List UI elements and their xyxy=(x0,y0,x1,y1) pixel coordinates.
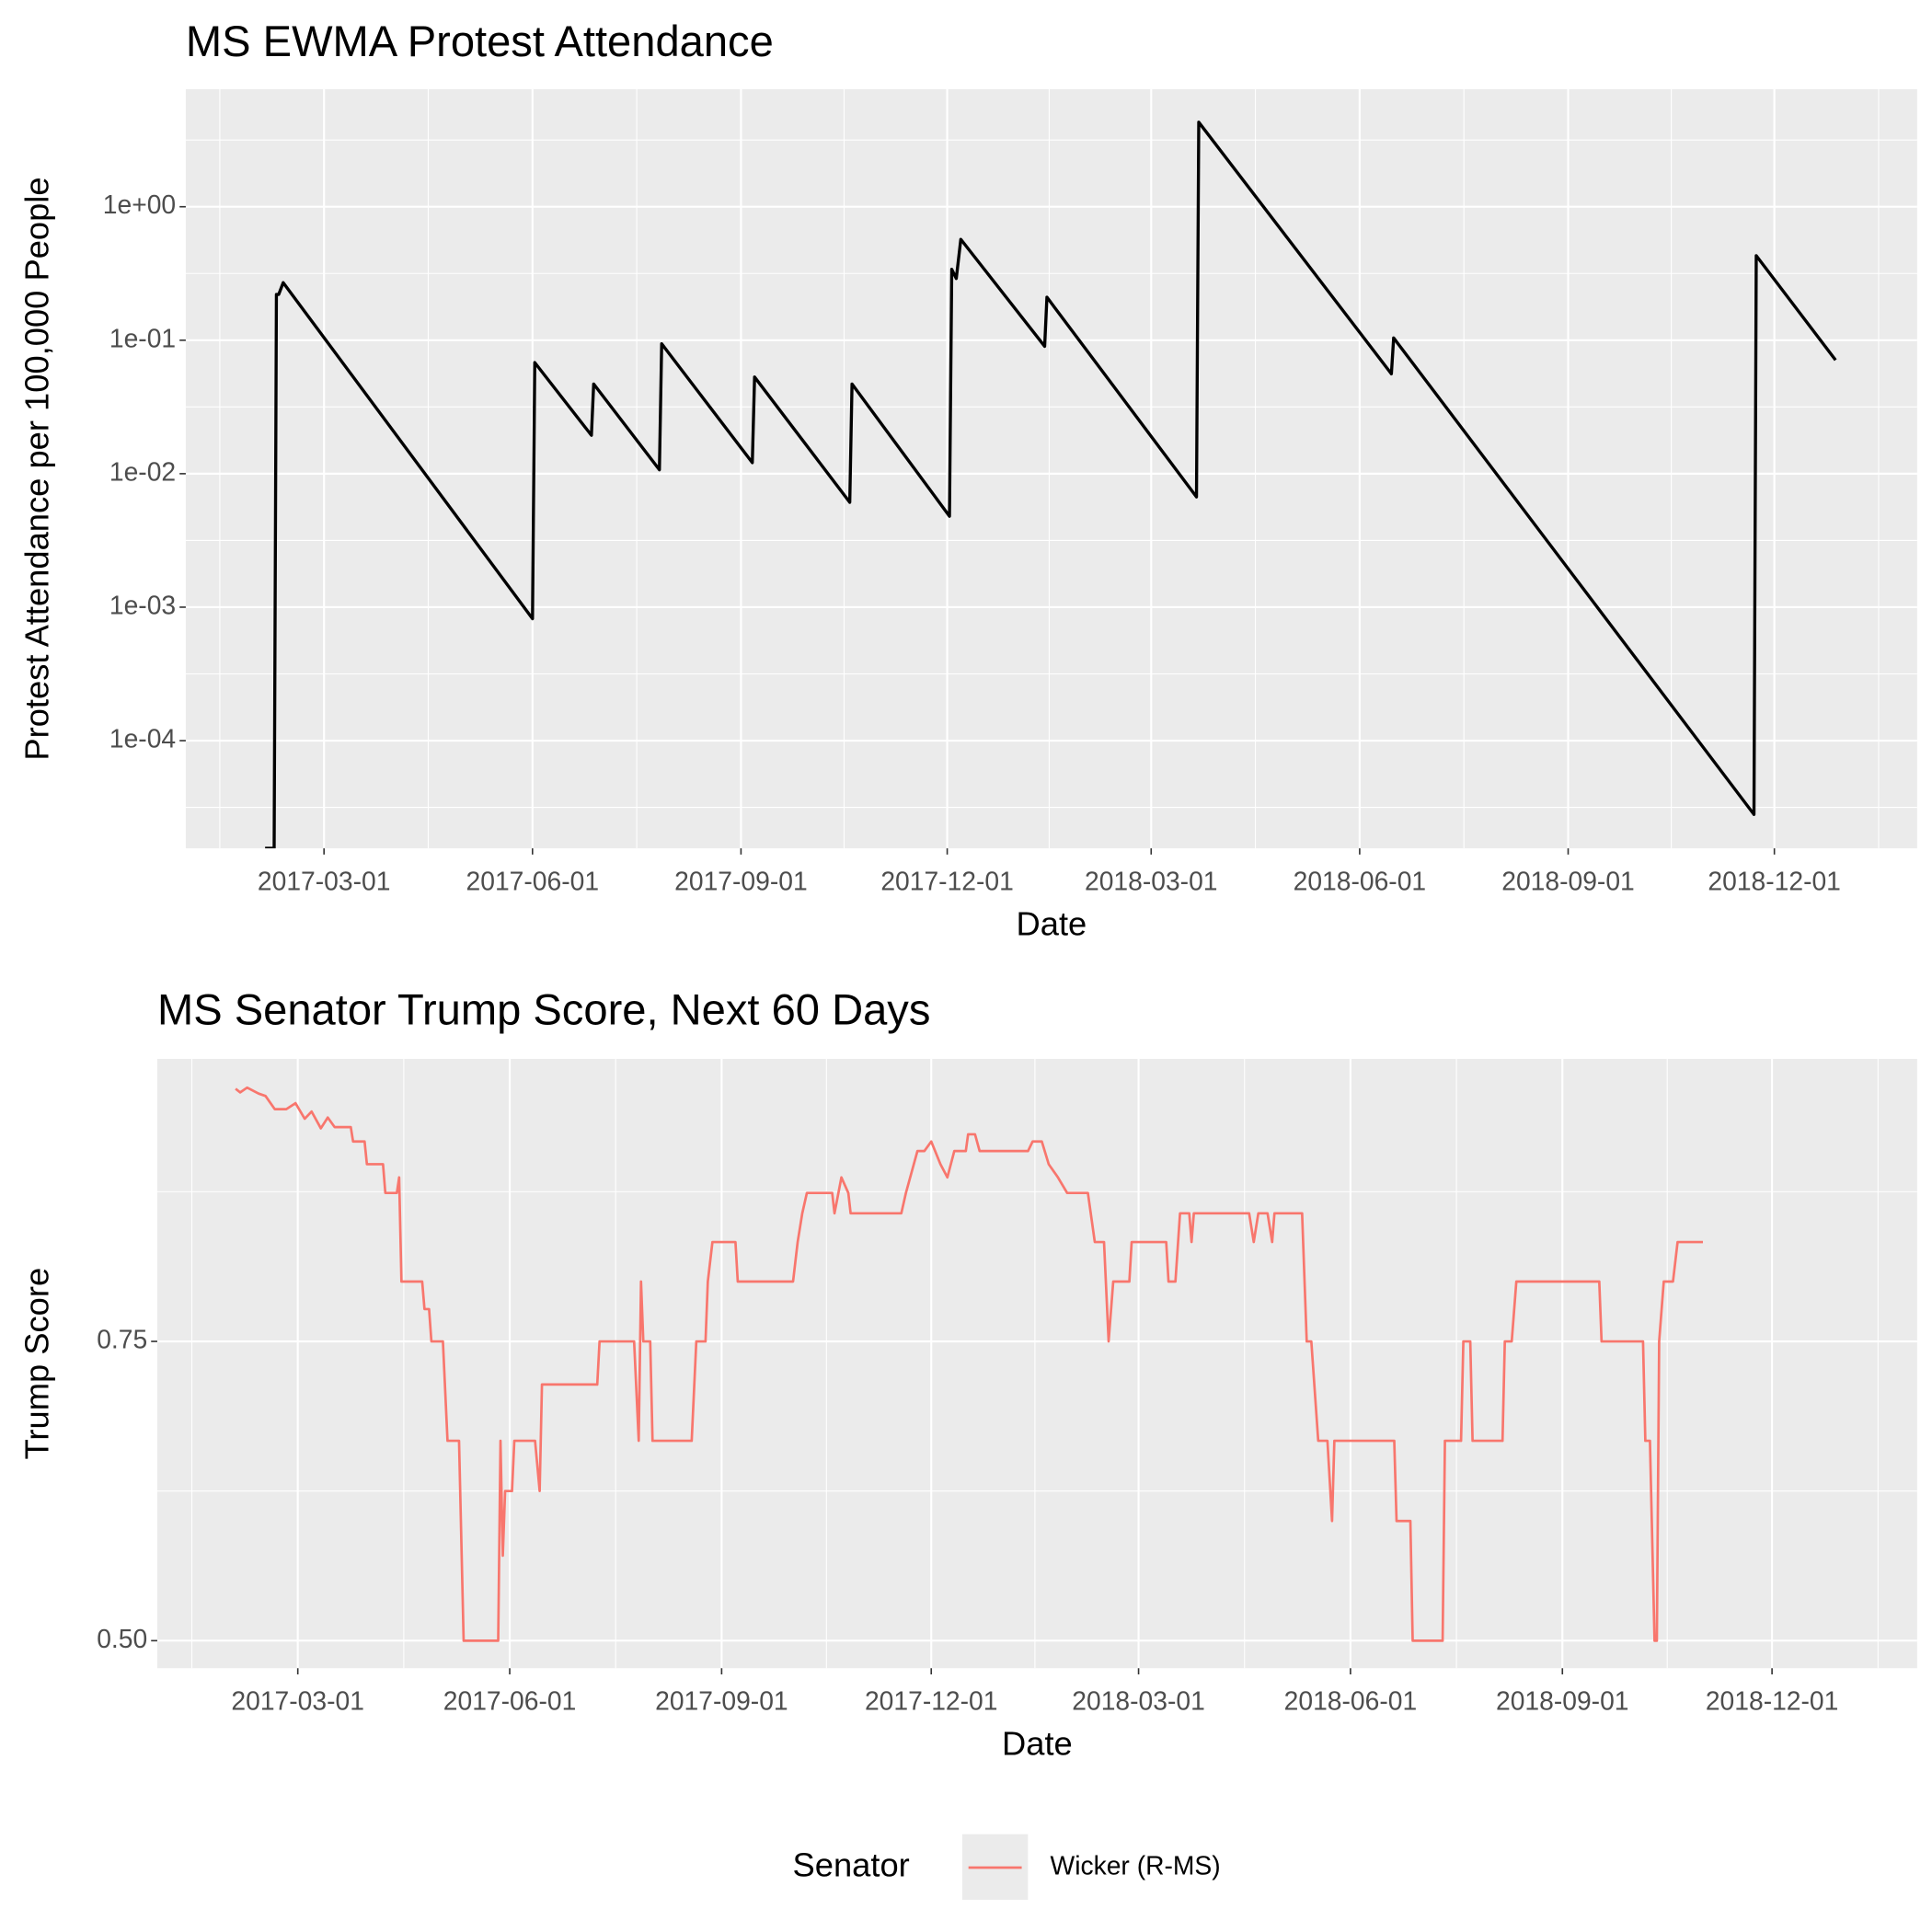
y-tick-label: 1e+00 xyxy=(103,190,176,219)
chart-title: MS EWMA Protest Attendance xyxy=(186,17,774,65)
x-tick-label: 2018-09-01 xyxy=(1496,1685,1629,1715)
plot-panel xyxy=(156,1058,1917,1669)
y-tick-label: 1e-01 xyxy=(109,323,176,352)
chart-title: MS Senator Trump Score, Next 60 Days xyxy=(157,985,930,1034)
x-tick-label: 2017-12-01 xyxy=(865,1685,998,1715)
x-tick-label: 2017-12-01 xyxy=(880,866,1014,895)
x-tick-label: 2018-06-01 xyxy=(1284,1685,1418,1715)
data-line xyxy=(235,1086,1703,1642)
x-tick-label: 2017-06-01 xyxy=(466,866,600,895)
y-axis-title: Protest Attendance per 100,000 People xyxy=(18,177,56,760)
x-tick-label: 2017-09-01 xyxy=(655,1685,788,1715)
x-tick-label: 2018-12-01 xyxy=(1706,1685,1839,1715)
x-tick-label: 2017-03-01 xyxy=(231,1685,364,1715)
plot-panel xyxy=(185,88,1917,849)
x-axis-title: Date xyxy=(1017,905,1087,943)
y-tick-label: 0.50 xyxy=(97,1624,147,1653)
y-tick-label: 1e-03 xyxy=(109,590,176,619)
x-tick-label: 2017-09-01 xyxy=(674,866,808,895)
x-tick-label: 2017-06-01 xyxy=(443,1685,577,1715)
y-tick-label: 0.75 xyxy=(97,1325,147,1354)
legend-label: Wicker (R-MS) xyxy=(1051,1850,1221,1880)
y-tick-label: 1e-04 xyxy=(109,724,176,753)
x-axis-title: Date xyxy=(1002,1725,1073,1763)
y-tick-label: 1e-02 xyxy=(109,456,176,486)
legend-title: Senator xyxy=(793,1846,910,1884)
x-tick-label: 2018-09-01 xyxy=(1501,866,1635,895)
x-tick-label: 2018-12-01 xyxy=(1708,866,1841,895)
y-axis-title: Trump Score xyxy=(18,1268,56,1460)
data-line xyxy=(265,121,1837,849)
x-tick-label: 2017-03-01 xyxy=(258,866,391,895)
x-tick-label: 2018-03-01 xyxy=(1085,866,1218,895)
x-tick-label: 2018-06-01 xyxy=(1294,866,1427,895)
x-tick-label: 2018-03-01 xyxy=(1072,1685,1205,1715)
